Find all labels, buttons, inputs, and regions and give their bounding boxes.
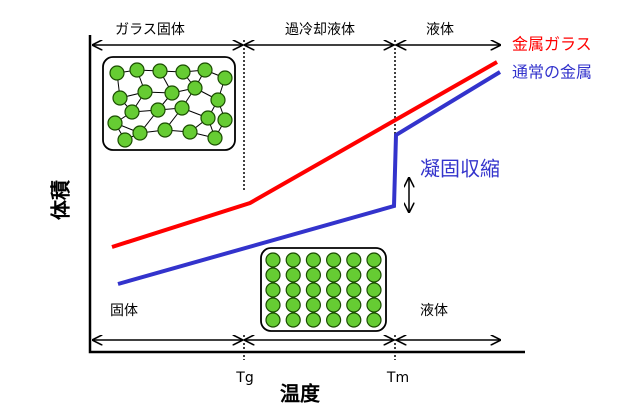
atom bbox=[366, 312, 382, 328]
atom bbox=[217, 70, 233, 86]
annotation: 凝固収縮 bbox=[420, 157, 500, 181]
atom bbox=[164, 85, 180, 101]
phase-label: 液体 bbox=[426, 22, 454, 38]
atom bbox=[326, 312, 342, 328]
atom bbox=[346, 297, 362, 313]
atom bbox=[265, 312, 281, 328]
atom bbox=[346, 282, 362, 298]
x-axis-label: 温度 bbox=[280, 382, 321, 406]
atom bbox=[326, 297, 342, 313]
atom bbox=[107, 115, 123, 131]
atom bbox=[265, 297, 281, 313]
atom bbox=[305, 312, 321, 328]
crystal-structure bbox=[265, 252, 382, 328]
atom bbox=[210, 92, 226, 108]
atom bbox=[305, 282, 321, 298]
atom bbox=[346, 252, 362, 268]
glass-curve bbox=[111, 60, 498, 249]
atom bbox=[305, 297, 321, 313]
atom bbox=[366, 252, 382, 268]
y-axis-label: 体積 bbox=[49, 179, 73, 220]
atom bbox=[129, 62, 145, 78]
atom bbox=[285, 252, 301, 268]
atom bbox=[109, 65, 125, 81]
phase-label: 固体 bbox=[110, 303, 138, 319]
atom bbox=[285, 282, 301, 298]
atom bbox=[305, 267, 321, 283]
atom bbox=[285, 312, 301, 328]
atom bbox=[265, 267, 281, 283]
atom bbox=[265, 282, 281, 298]
atom bbox=[175, 64, 191, 80]
phase-label: ガラス固体 bbox=[115, 22, 185, 38]
atom bbox=[182, 124, 198, 140]
glass-structure bbox=[107, 62, 233, 148]
atom bbox=[200, 110, 216, 126]
atom bbox=[217, 112, 233, 128]
atom bbox=[150, 102, 166, 118]
x-tick-label: Tg bbox=[235, 370, 253, 386]
atom bbox=[285, 267, 301, 283]
atom bbox=[137, 84, 153, 100]
phase-label: 液体 bbox=[420, 303, 448, 319]
atom bbox=[207, 130, 223, 146]
axes bbox=[88, 35, 525, 354]
atom bbox=[132, 125, 148, 141]
atom bbox=[285, 297, 301, 313]
atom bbox=[326, 282, 342, 298]
atom bbox=[112, 90, 128, 106]
x-tick-label: Tm bbox=[386, 370, 409, 386]
atom bbox=[117, 132, 133, 148]
legend-label: 通常の金属 bbox=[512, 63, 592, 82]
atom bbox=[366, 297, 382, 313]
atom bbox=[265, 252, 281, 268]
atom bbox=[346, 312, 362, 328]
atom bbox=[346, 267, 362, 283]
atom bbox=[326, 267, 342, 283]
metal-curve bbox=[117, 70, 502, 286]
atom bbox=[305, 252, 321, 268]
atom bbox=[366, 282, 382, 298]
atom bbox=[157, 122, 173, 138]
atom bbox=[124, 104, 140, 120]
atom bbox=[187, 80, 203, 96]
atom bbox=[326, 252, 342, 268]
legend-label: 金属ガラス bbox=[512, 35, 592, 54]
atom bbox=[366, 267, 382, 283]
atom bbox=[197, 62, 213, 78]
atom bbox=[152, 63, 168, 79]
atom bbox=[174, 100, 190, 116]
phase-label: 過冷却液体 bbox=[285, 22, 355, 38]
